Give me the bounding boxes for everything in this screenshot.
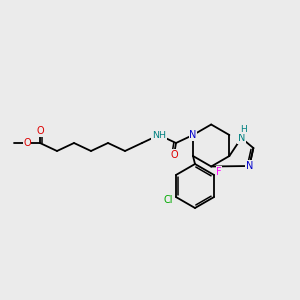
Text: N: N — [189, 130, 197, 140]
Text: NH: NH — [152, 130, 166, 140]
Text: Cl: Cl — [163, 195, 173, 205]
Text: F: F — [216, 167, 222, 177]
Text: N: N — [238, 133, 245, 143]
Text: N: N — [246, 161, 253, 171]
Text: O: O — [36, 126, 44, 136]
Text: O: O — [23, 138, 31, 148]
Text: O: O — [170, 150, 178, 160]
Text: H: H — [240, 124, 247, 134]
